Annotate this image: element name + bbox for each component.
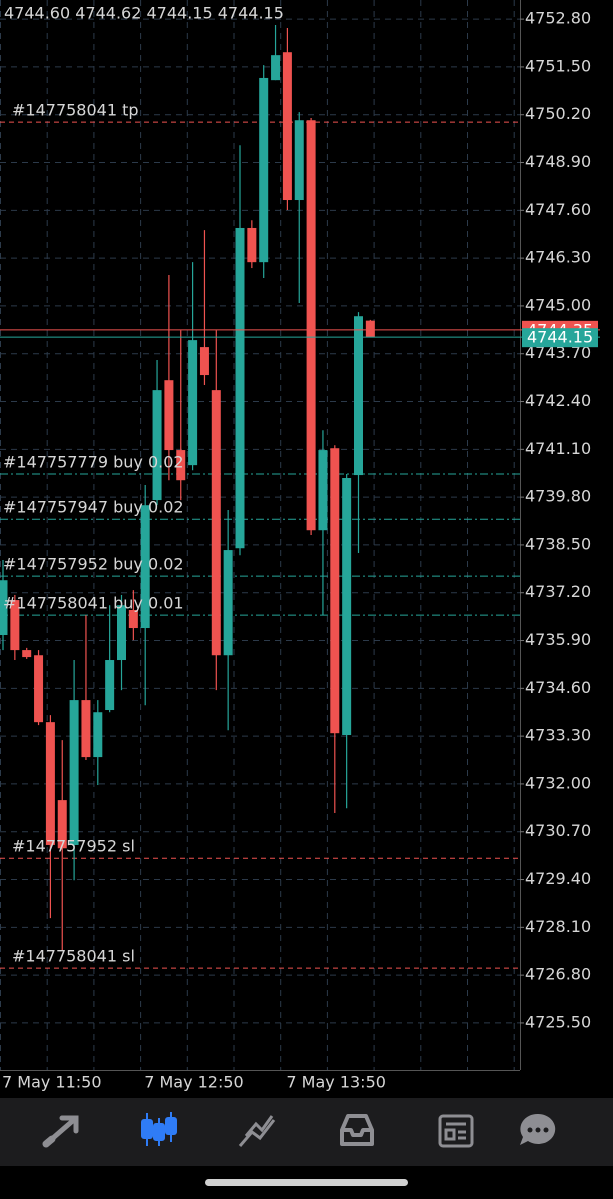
candle-body bbox=[354, 316, 363, 476]
nav-messages[interactable] bbox=[520, 1113, 556, 1145]
y-tick-label: 4739.80 bbox=[525, 487, 591, 506]
y-tick-label: 4733.30 bbox=[525, 726, 591, 745]
y-tick-label: 4732.00 bbox=[525, 773, 591, 792]
home-indicator bbox=[205, 1179, 408, 1186]
nav-quotes[interactable] bbox=[42, 1115, 79, 1148]
candle-body bbox=[271, 55, 281, 81]
candle-body bbox=[128, 610, 138, 629]
nav-history[interactable] bbox=[340, 1114, 374, 1146]
y-tick-label: 4748.90 bbox=[525, 152, 591, 171]
x-tick-label: 7 May 13:50 bbox=[286, 1073, 386, 1092]
price-tag bbox=[522, 328, 598, 348]
candle-body bbox=[342, 478, 352, 736]
y-tick-label: 4725.50 bbox=[525, 1012, 591, 1031]
y-tick-label: 4750.20 bbox=[525, 104, 591, 123]
candle-body bbox=[10, 600, 20, 651]
candle-body bbox=[211, 390, 221, 656]
candle-body bbox=[45, 722, 55, 845]
candle-body bbox=[188, 340, 198, 466]
y-tick-label: 4752.80 bbox=[525, 9, 591, 28]
candle-body bbox=[294, 120, 304, 201]
order-level-label: #147758041 sl bbox=[12, 947, 135, 966]
candle-body bbox=[176, 450, 186, 481]
y-tick-label: 4735.90 bbox=[525, 630, 591, 649]
candle-body bbox=[164, 380, 174, 451]
candle-body bbox=[140, 505, 150, 629]
y-tick-label: 4742.40 bbox=[525, 391, 591, 410]
y-tick-label: 4728.10 bbox=[525, 917, 591, 936]
y-tick-label: 4737.20 bbox=[525, 582, 591, 601]
y-tick-label: 4738.50 bbox=[525, 534, 591, 553]
order-level-label: #147757779 buy 0.02 bbox=[3, 452, 184, 471]
candle-body bbox=[282, 52, 292, 201]
candle-body bbox=[152, 390, 162, 501]
candle-body bbox=[318, 450, 328, 531]
nav-news[interactable] bbox=[438, 1114, 474, 1148]
order-level-label: #147758041 buy 0.01 bbox=[3, 594, 184, 613]
x-tick-label: 7 May 11:50 bbox=[2, 1073, 102, 1092]
bottom-nav bbox=[0, 1098, 613, 1186]
y-tick-label: 4734.60 bbox=[525, 678, 591, 697]
vertical-grid bbox=[0, 0, 515, 1070]
y-tick-label: 4747.60 bbox=[525, 200, 591, 219]
order-level-label: #147757952 buy 0.02 bbox=[3, 555, 184, 574]
nav-background bbox=[0, 1098, 613, 1166]
candle-body bbox=[93, 712, 103, 758]
nav-trade[interactable] bbox=[238, 1115, 276, 1147]
candle-body bbox=[22, 650, 32, 658]
candle-body bbox=[259, 77, 269, 263]
candle-body bbox=[199, 347, 209, 376]
y-tick-label: 4729.40 bbox=[525, 869, 591, 888]
y-tick-label: 4726.80 bbox=[525, 965, 591, 984]
order-level-label: #147758041 tp bbox=[12, 101, 139, 120]
nav-chart[interactable] bbox=[141, 1112, 177, 1146]
candle-body bbox=[306, 120, 316, 531]
x-tick-label: 7 May 12:50 bbox=[144, 1073, 244, 1092]
y-tick-label: 4741.10 bbox=[525, 439, 591, 458]
ohlc-header: 4744.60 4744.62 4744.15 4744.15 bbox=[4, 4, 284, 23]
candle-body bbox=[235, 227, 245, 549]
order-level-label: #147757947 buy 0.02 bbox=[3, 498, 184, 517]
y-tick-label: 4751.50 bbox=[525, 56, 591, 75]
candle-body bbox=[105, 660, 115, 711]
candle-body bbox=[223, 550, 233, 656]
candle-body bbox=[365, 320, 375, 338]
y-tick-label: 4745.00 bbox=[525, 295, 591, 314]
candle-body bbox=[330, 448, 340, 734]
candle-body bbox=[247, 227, 257, 263]
candle-body bbox=[81, 700, 91, 758]
y-tick-label: 4730.70 bbox=[525, 821, 591, 840]
candle-body bbox=[0, 580, 8, 636]
price-tag-label: 4744.15 bbox=[527, 328, 593, 347]
order-level-label: #147757952 sl bbox=[12, 837, 135, 856]
candle-body bbox=[34, 655, 44, 723]
y-tick-label: 4746.30 bbox=[525, 248, 591, 267]
y-tick-label: 4743.70 bbox=[525, 343, 591, 362]
candle-body bbox=[69, 700, 79, 845]
candle-body bbox=[117, 605, 126, 661]
candle-body bbox=[57, 800, 67, 849]
